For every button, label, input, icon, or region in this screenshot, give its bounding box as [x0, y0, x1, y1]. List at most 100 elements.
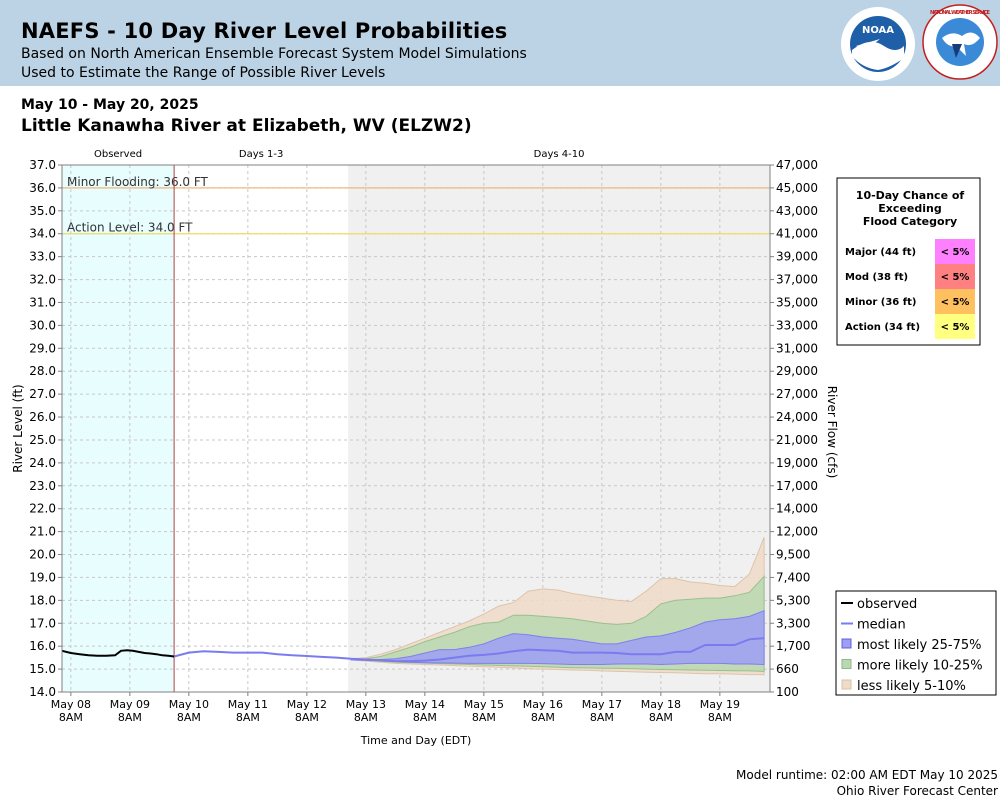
chart-axes: Observed Days 1-3 Days 4-10 14.0 100 15.0 660 1… [11, 149, 839, 747]
flood-category-swatch [935, 264, 975, 289]
flood-category-chance: < 5% [941, 272, 970, 283]
legend-label: less likely 5-10% [857, 679, 966, 694]
flood-table-title: Exceeding [878, 202, 941, 215]
y-tick-label: 19.0 [29, 570, 56, 584]
x-tick-time: 8AM [295, 711, 319, 724]
flow-tick-label: 45,000 [776, 181, 818, 195]
x-tick-time: 8AM [59, 711, 83, 724]
x-tick-day: May 17 [582, 698, 622, 711]
y-tick-label: 28.0 [29, 364, 56, 378]
nws-logo: NATIONAL WEATHER SERVICE [922, 4, 998, 80]
forecast-center: Ohio River Forecast Center [836, 784, 998, 798]
x-tick-day: May 09 [110, 698, 150, 711]
x-tick-day: May 15 [464, 698, 504, 711]
flood-category-label: Mod (38 ft) [845, 272, 908, 283]
x-tick-day: May 08 [51, 698, 91, 711]
legend-label: observed [857, 597, 917, 612]
station-name: Little Kanawha River at Elizabeth, WV (E… [21, 116, 472, 136]
y-tick-label: 21.0 [29, 525, 56, 539]
y-tick-label: 29.0 [29, 341, 56, 355]
flood-category-swatch [935, 289, 975, 314]
flood-category-swatch [935, 239, 975, 264]
flow-tick-label: 39,000 [776, 250, 818, 264]
flood-category-chance: < 5% [941, 247, 970, 258]
nws-logo-text: NATIONAL WEATHER SERVICE [930, 10, 990, 16]
y-tick-label: 15.0 [29, 662, 56, 676]
flood-category-chance: < 5% [941, 322, 970, 333]
median-line [173, 637, 765, 663]
y-tick-label: 36.0 [29, 181, 56, 195]
y-tick-label: 32.0 [29, 273, 56, 287]
flow-tick-label: 660 [776, 662, 799, 676]
flow-tick-label: 7,400 [776, 570, 810, 584]
chart-probability-bands [350, 537, 765, 676]
x-tick-time: 8AM [708, 711, 732, 724]
x-tick-day: May 19 [700, 698, 740, 711]
x-axis-label: Time and Day (EDT) [360, 734, 472, 747]
flood-category-label: Major (44 ft) [845, 247, 916, 258]
threshold-label: Action Level: 34.0 FT [67, 221, 193, 235]
flow-tick-label: 43,000 [776, 204, 818, 218]
y-tick-label: 18.0 [29, 593, 56, 607]
legend-swatch-band [841, 638, 852, 649]
page-subtitle-2: Used to Estimate the Range of Possible R… [21, 65, 386, 81]
legend-box [835, 590, 997, 696]
observed-region [62, 165, 175, 692]
x-tick-time: 8AM [354, 711, 378, 724]
flow-tick-label: 33,000 [776, 318, 818, 332]
legend-label: median [857, 618, 906, 633]
x-tick-time: 8AM [472, 711, 496, 724]
flow-tick-label: 21,000 [776, 433, 818, 447]
y-tick-label: 20.0 [29, 548, 56, 562]
y-tick-label: 27.0 [29, 387, 56, 401]
flood-category-label: Action (34 ft) [845, 322, 920, 333]
x-tick-day: May 12 [287, 698, 327, 711]
flow-tick-label: 27,000 [776, 387, 818, 401]
page-subtitle-1: Based on North American Ensemble Forecas… [21, 46, 527, 62]
x-tick-day: May 10 [169, 698, 209, 711]
y-tick-label: 26.0 [29, 410, 56, 424]
chart-series-lines [61, 637, 765, 663]
legend-swatch-band [841, 679, 852, 690]
x-tick-time: 8AM [649, 711, 673, 724]
y-tick-label: 31.0 [29, 295, 56, 309]
legend-label: more likely 10-25% [857, 659, 983, 674]
chart-legend: observed median most likely 25-75% more lik… [835, 590, 997, 696]
x-tick-time: 8AM [177, 711, 201, 724]
section-label: Days 4-10 [534, 149, 585, 160]
flow-tick-label: 41,000 [776, 227, 818, 241]
flow-tick-label: 5,300 [776, 593, 810, 607]
y-axis-label: River Level (ft) [11, 384, 25, 472]
y2-axis-label: River Flow (cfs) [825, 386, 839, 479]
x-tick-day: May 11 [228, 698, 268, 711]
flood-table-title: Flood Category [863, 215, 957, 228]
flood-category-chance: < 5% [941, 297, 970, 308]
y-tick-label: 30.0 [29, 318, 56, 332]
legend-swatch-band [841, 659, 852, 669]
y-tick-label: 23.0 [29, 479, 56, 493]
header-banner: NAEFS - 10 Day River Level Probabilities… [0, 0, 1000, 86]
y-tick-label: 14.0 [29, 685, 56, 699]
flood-category-label: Minor (36 ft) [845, 297, 916, 308]
y-tick-label: 25.0 [29, 433, 56, 447]
x-tick-day: May 13 [346, 698, 386, 711]
x-tick-day: May 18 [641, 698, 681, 711]
flow-tick-label: 14,000 [776, 502, 818, 516]
y-tick-label: 34.0 [29, 227, 56, 241]
chart-thresholds: Minor Flooding: 36.0 FT Action Level: 34.… [62, 165, 770, 692]
date-range: May 10 - May 20, 2025 [21, 97, 199, 113]
y-tick-label: 33.0 [29, 250, 56, 264]
legend-label: most likely 25-75% [857, 638, 981, 653]
flow-tick-label: 3,300 [776, 616, 810, 630]
y-tick-label: 22.0 [29, 502, 56, 516]
x-tick-day: May 16 [523, 698, 563, 711]
page-title: NAEFS - 10 Day River Level Probabilities [21, 19, 508, 43]
threshold-label: Minor Flooding: 36.0 FT [67, 175, 209, 189]
x-tick-time: 8AM [413, 711, 437, 724]
flow-tick-label: 29,000 [776, 364, 818, 378]
flow-tick-label: 1,700 [776, 639, 810, 653]
flow-tick-label: 37,000 [776, 273, 818, 287]
x-tick-day: May 14 [405, 698, 445, 711]
y-tick-label: 35.0 [29, 204, 56, 218]
